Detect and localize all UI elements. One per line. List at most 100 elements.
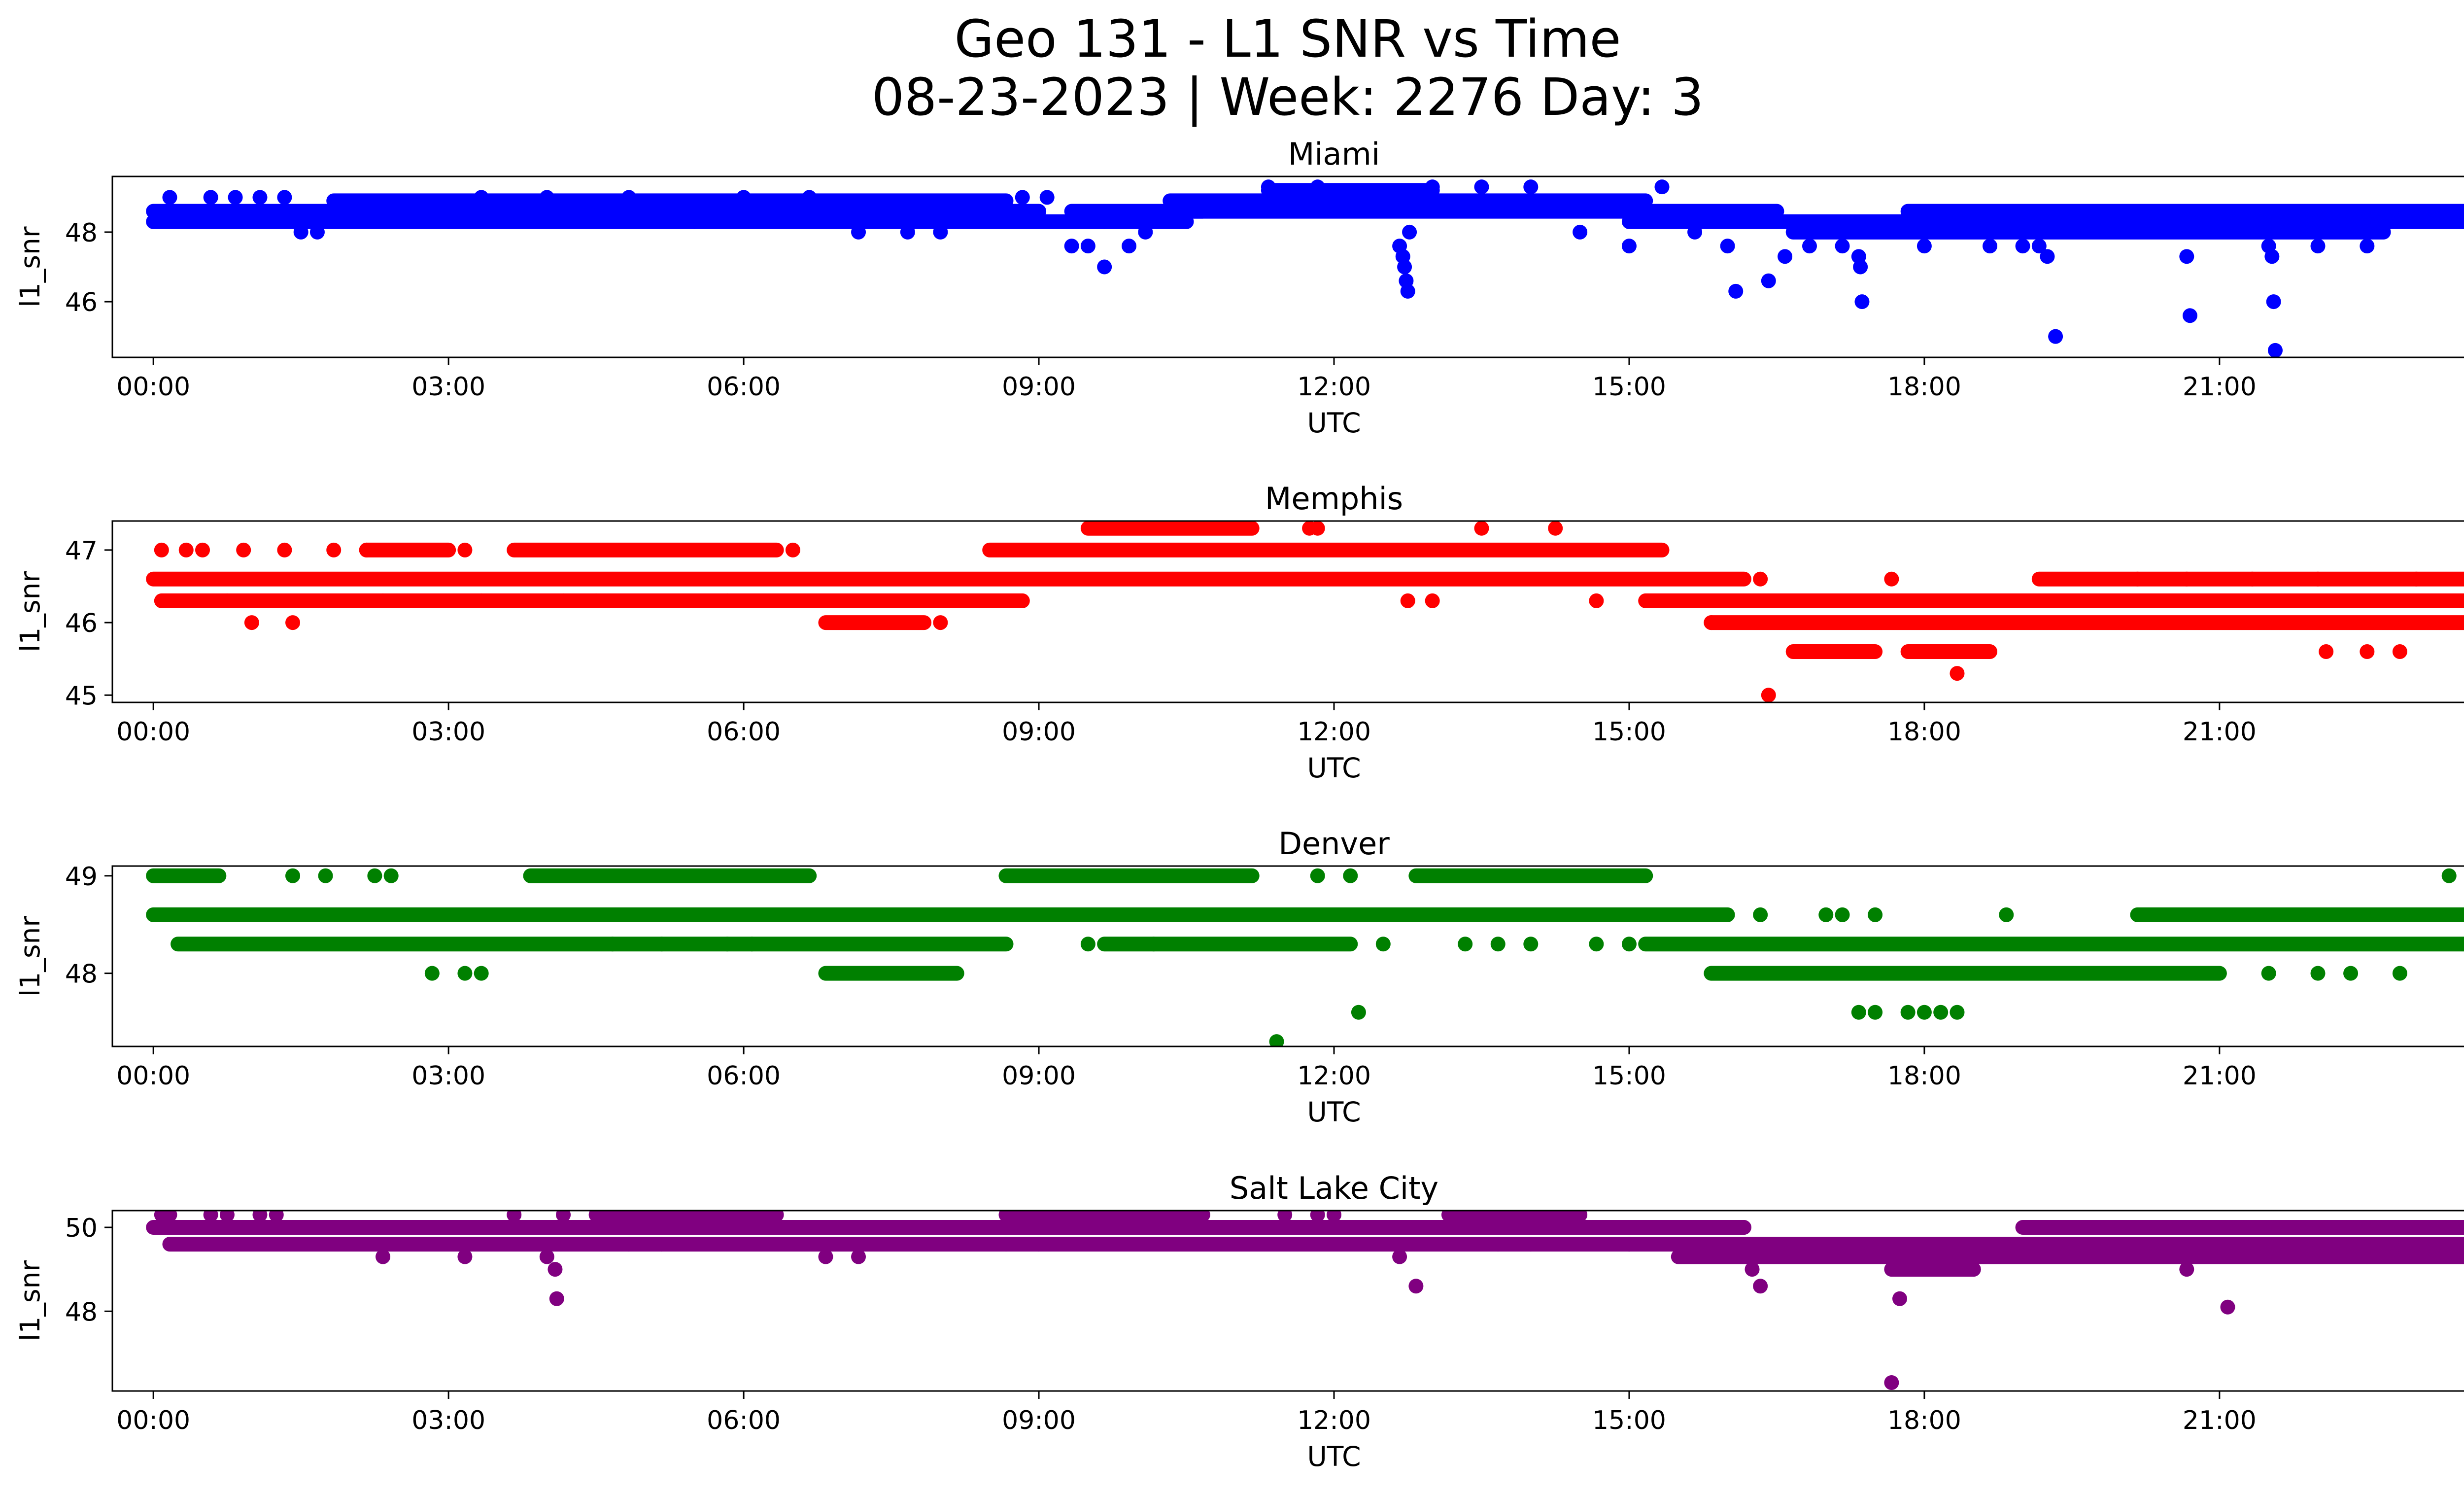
panel-title-salt-lake-city: Salt Lake City <box>1230 1170 1438 1206</box>
snr-point-miami-34 <box>1523 179 1539 195</box>
x-tick-label-salt-lake-city-2: 06:00 <box>707 1406 781 1435</box>
x-tick-label-memphis-1: 03:00 <box>411 717 485 747</box>
snr-point-salt-lake-city-40 <box>2220 1299 2235 1315</box>
y-tick-label-miami-1: 48 <box>65 218 98 248</box>
snr-point-miami-60 <box>2267 343 2283 357</box>
snr-point-miami-63 <box>2458 214 2464 229</box>
snr-point-salt-lake-city-38 <box>2179 1262 2194 1277</box>
snr-point-miami-28 <box>1397 259 1412 275</box>
snr-point-miami-58 <box>2264 249 2280 264</box>
x-tick-label-memphis-0: 00:00 <box>116 717 190 747</box>
snr-point-miami-20 <box>1080 239 1095 254</box>
series-denver <box>146 868 2464 1046</box>
snr-point-memphis-1 <box>178 542 194 557</box>
x-tick-label-miami-0: 00:00 <box>116 372 190 402</box>
snr-point-memphis-5 <box>244 615 259 630</box>
snr-point-memphis-12 <box>474 593 489 608</box>
snr-point-miami-24 <box>1261 179 1276 195</box>
snr-point-denver-0 <box>285 868 301 883</box>
y-tick-label-memphis-1: 46 <box>65 609 98 638</box>
snr-point-salt-lake-city-19 <box>1031 1237 1047 1252</box>
snr-point-denver-3 <box>383 868 399 883</box>
snr-point-denver-17 <box>1375 937 1391 952</box>
snr-point-denver-16 <box>1351 1005 1366 1020</box>
y-axis-label-memphis: l1_snr <box>14 571 46 652</box>
snr-point-miami-31 <box>1402 224 1417 240</box>
snr-point-salt-lake-city-14 <box>654 1237 669 1252</box>
snr-point-miami-41 <box>1761 273 1776 288</box>
snr-point-memphis-36 <box>2392 644 2407 659</box>
x-tick-label-memphis-5: 15:00 <box>1592 717 1666 747</box>
snr-point-miami-4 <box>277 190 292 205</box>
snr-point-miami-5 <box>293 224 308 240</box>
snr-point-denver-6 <box>474 966 489 981</box>
snr-point-memphis-17 <box>933 615 948 630</box>
snr-point-salt-lake-city-25 <box>1408 1279 1424 1294</box>
snr-point-miami-51 <box>2031 239 2047 254</box>
snr-point-miami-1 <box>203 190 218 205</box>
x-tick-label-salt-lake-city-7: 21:00 <box>2183 1406 2257 1435</box>
snr-point-salt-lake-city-22 <box>1310 1211 1325 1222</box>
snr-point-miami-16 <box>933 224 948 240</box>
snr-point-miami-37 <box>1654 179 1670 195</box>
snr-point-salt-lake-city-27 <box>1523 1237 1539 1252</box>
snr-point-memphis-14 <box>588 593 604 608</box>
snr-point-salt-lake-city-15 <box>753 1211 768 1222</box>
snr-point-miami-42 <box>1778 249 1793 264</box>
x-tick-label-denver-1: 03:00 <box>411 1061 485 1091</box>
y-tick-label-denver-0: 48 <box>65 960 98 989</box>
snr-point-salt-lake-city-42 <box>2360 1249 2375 1264</box>
x-tick-label-miami-6: 18:00 <box>1887 372 1961 402</box>
x-axis-label-salt-lake-city: UTC <box>1307 1441 1361 1472</box>
snr-point-salt-lake-city-10 <box>548 1262 563 1277</box>
snr-point-memphis-29 <box>1950 666 1965 681</box>
snr-point-salt-lake-city-1 <box>162 1211 177 1222</box>
x-tick-label-denver-7: 21:00 <box>2183 1061 2257 1091</box>
snr-point-denver-9 <box>719 937 735 952</box>
snr-point-denver-1 <box>318 868 333 883</box>
x-tick-label-miami-2: 06:00 <box>707 372 781 402</box>
snr-point-memphis-20 <box>1400 593 1415 608</box>
x-axis-label-miami: UTC <box>1307 407 1361 439</box>
y-axis-label-denver: l1_snr <box>14 916 46 997</box>
x-tick-label-salt-lake-city-0: 00:00 <box>116 1406 190 1435</box>
snr-point-salt-lake-city-11 <box>549 1291 564 1306</box>
snr-point-miami-62 <box>2360 239 2375 254</box>
snr-point-salt-lake-city-7 <box>457 1249 473 1264</box>
series-miami <box>146 179 2464 357</box>
panel-salt-lake-city: 00:00 03:00 06:00 09:00 12:00 15:00 18:00 21:00… <box>14 1170 2464 1472</box>
snr-point-memphis-35 <box>2360 644 2375 659</box>
panel-title-denver: Denver <box>1278 826 1390 862</box>
x-tick-label-salt-lake-city-3: 09:00 <box>1002 1406 1076 1435</box>
snr-point-miami-0 <box>162 190 177 205</box>
snr-point-denver-8 <box>654 937 669 952</box>
snr-point-salt-lake-city-2 <box>203 1211 218 1222</box>
snr-point-miami-13 <box>802 190 817 205</box>
x-tick-label-denver-3: 09:00 <box>1002 1061 1076 1091</box>
x-tick-label-miami-1: 03:00 <box>411 372 485 402</box>
snr-point-memphis-28 <box>1884 571 1899 587</box>
panel-title-miami: Miami <box>1288 136 1380 172</box>
y-tick-label-salt-lake-city-1: 50 <box>65 1214 98 1243</box>
x-tick-label-miami-4: 12:00 <box>1297 372 1371 402</box>
panel-memphis: 00:00 03:00 06:00 09:00 12:00 15:00 18:00 21:00… <box>14 481 2464 784</box>
snr-point-denver-33 <box>1999 907 2014 922</box>
snr-point-salt-lake-city-29 <box>1704 1220 1719 1235</box>
snr-point-denver-13 <box>1269 1034 1284 1046</box>
snr-point-miami-12 <box>736 190 752 205</box>
snr-point-salt-lake-city-4 <box>252 1211 268 1222</box>
x-tick-label-denver-0: 00:00 <box>116 1061 190 1091</box>
snr-point-denver-29 <box>1900 1005 1916 1020</box>
snr-point-salt-lake-city-24 <box>1392 1249 1407 1264</box>
snr-point-memphis-0 <box>154 542 169 557</box>
snr-point-miami-35 <box>1573 224 1588 240</box>
snr-point-denver-2 <box>367 868 382 883</box>
snr-point-miami-59 <box>2266 294 2281 310</box>
y-tick-label-memphis-0: 45 <box>65 681 98 711</box>
snr-point-miami-53 <box>2048 329 2063 344</box>
x-axis-label-memphis: UTC <box>1307 752 1361 784</box>
snr-point-miami-14 <box>851 224 866 240</box>
x-tick-label-denver-5: 15:00 <box>1592 1061 1666 1091</box>
snr-point-denver-34 <box>2261 966 2276 981</box>
